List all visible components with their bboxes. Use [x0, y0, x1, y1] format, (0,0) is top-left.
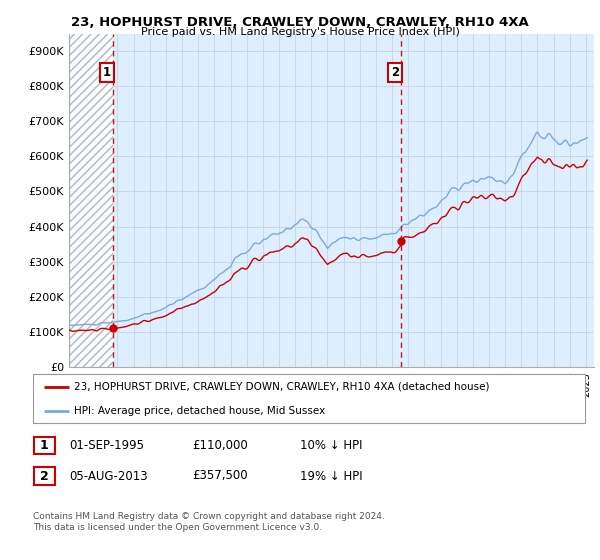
Text: 2: 2: [391, 66, 399, 79]
Text: HPI: Average price, detached house, Mid Sussex: HPI: Average price, detached house, Mid …: [74, 407, 326, 417]
Text: 10% ↓ HPI: 10% ↓ HPI: [300, 438, 362, 452]
FancyBboxPatch shape: [34, 437, 55, 454]
Text: 23, HOPHURST DRIVE, CRAWLEY DOWN, CRAWLEY, RH10 4XA (detached house): 23, HOPHURST DRIVE, CRAWLEY DOWN, CRAWLE…: [74, 382, 490, 392]
Text: 19% ↓ HPI: 19% ↓ HPI: [300, 469, 362, 483]
Text: Price paid vs. HM Land Registry's House Price Index (HPI): Price paid vs. HM Land Registry's House …: [140, 27, 460, 37]
Text: 23, HOPHURST DRIVE, CRAWLEY DOWN, CRAWLEY, RH10 4XA: 23, HOPHURST DRIVE, CRAWLEY DOWN, CRAWLE…: [71, 16, 529, 29]
Text: Contains HM Land Registry data © Crown copyright and database right 2024.
This d: Contains HM Land Registry data © Crown c…: [33, 512, 385, 532]
Text: 01-SEP-1995: 01-SEP-1995: [69, 438, 144, 452]
Text: 1: 1: [40, 438, 49, 452]
FancyBboxPatch shape: [33, 374, 585, 423]
Text: £110,000: £110,000: [192, 438, 248, 452]
Text: 2: 2: [40, 469, 49, 483]
FancyBboxPatch shape: [34, 468, 55, 484]
Text: 1: 1: [103, 66, 111, 79]
Bar: [69, 34, 113, 367]
Text: £357,500: £357,500: [192, 469, 248, 483]
Text: 05-AUG-2013: 05-AUG-2013: [69, 469, 148, 483]
